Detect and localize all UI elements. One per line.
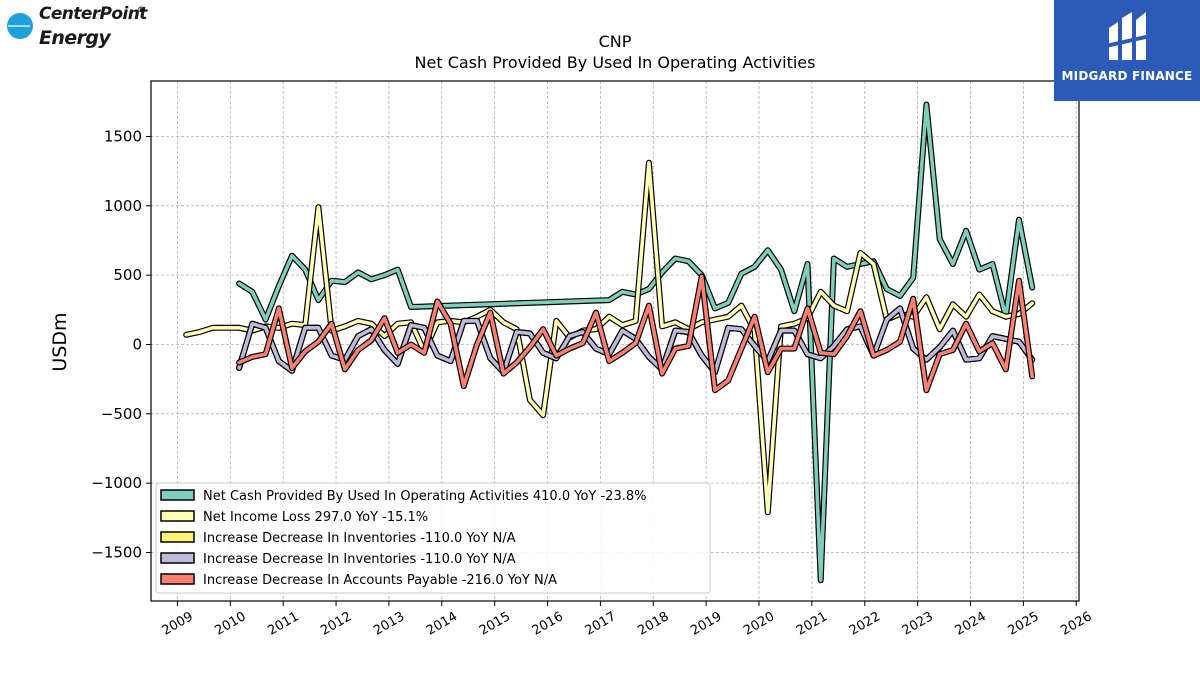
y-tick-label: −1500 [91, 543, 142, 561]
midgard-finance-logo-text: MIDGARD FINANCE [1061, 69, 1193, 83]
centerpoint-logo: CenterPoint ® Energy [6, 4, 147, 54]
legend-swatch [160, 489, 195, 501]
x-tick-label: 2014 [424, 609, 460, 639]
x-tick-label: 2012 [318, 609, 354, 639]
x-tick-label: 2019 [688, 609, 724, 639]
x-tick-label: 2017 [583, 609, 619, 639]
legend-swatch [160, 552, 195, 564]
legend-entry-label: Increase Decrease In Accounts Payable -2… [203, 573, 557, 588]
plot-series [183, 101, 1036, 584]
chart-subtitle: Net Cash Provided By Used In Operating A… [415, 53, 816, 72]
x-tick-label: 2026 [1058, 609, 1094, 639]
legend-swatch [160, 573, 195, 585]
x-tick-label: 2009 [160, 609, 196, 639]
y-tick-label: 500 [113, 266, 142, 284]
y-tick-label: 1500 [104, 127, 142, 145]
x-tick-label: 2013 [371, 609, 407, 639]
series-line-1 [236, 101, 1036, 584]
midgard-finance-logo: MIDGARD FINANCE [1054, 0, 1200, 101]
legend-box [155, 482, 711, 594]
legend-entry-label: Increase Decrease In Inventories -110.0 … [203, 552, 516, 567]
centerpoint-logo-mark: ® [137, 5, 145, 14]
midgard-finance-emblem-icon [1106, 12, 1150, 60]
x-tick-label: 2021 [794, 609, 830, 639]
x-axis: 2009 2010 2011 2012 2013 2014 2015 2016 2017 2018… [160, 601, 1095, 639]
y-tick-label: 1000 [104, 197, 142, 215]
centerpoint-globe-icon [7, 13, 33, 39]
y-axis: −1500 −1000 −500 0 500 1000 1500 [91, 127, 151, 561]
series-stroke [237, 102, 1034, 583]
x-tick-label: 2015 [477, 609, 513, 639]
legend-entry-label: Increase Decrease In Inventories -110.0 … [203, 531, 516, 546]
legend-entry-label: Net Cash Provided By Used In Operating A… [203, 489, 646, 504]
series-line-5 [236, 273, 1036, 394]
x-tick-label: 2016 [530, 609, 566, 639]
x-tick-label: 2025 [1006, 609, 1042, 639]
y-tick-label: −500 [101, 405, 142, 423]
x-tick-label: 2011 [265, 609, 301, 639]
y-tick-label: 0 [132, 335, 142, 353]
x-tick-label: 2024 [953, 609, 989, 639]
legend: Net Cash Provided By Used In Operating A… [155, 482, 711, 594]
x-tick-label: 2020 [741, 609, 777, 639]
series-stroke [184, 161, 1034, 515]
legend-entry-label: Net Income Loss 297.0 YoY -15.1% [203, 510, 428, 525]
plot-frame [150, 80, 1080, 602]
legend-swatch [160, 510, 195, 522]
y-tick-label: −1000 [91, 474, 142, 492]
x-tick-label: 2018 [635, 609, 671, 639]
series-outline [183, 159, 1036, 516]
x-tick-label: 2023 [900, 609, 936, 639]
x-tick-label: 2022 [847, 609, 883, 639]
y-axis-label: USDm [49, 312, 71, 371]
legend-swatch [160, 531, 195, 543]
x-tick-label: 2010 [212, 609, 248, 639]
series-stroke [237, 274, 1034, 393]
chart-title: CNP [599, 32, 632, 51]
centerpoint-logo-line1: CenterPoint [39, 4, 147, 24]
centerpoint-logo-line2: Energy [39, 27, 111, 49]
series-line-2 [183, 159, 1036, 516]
